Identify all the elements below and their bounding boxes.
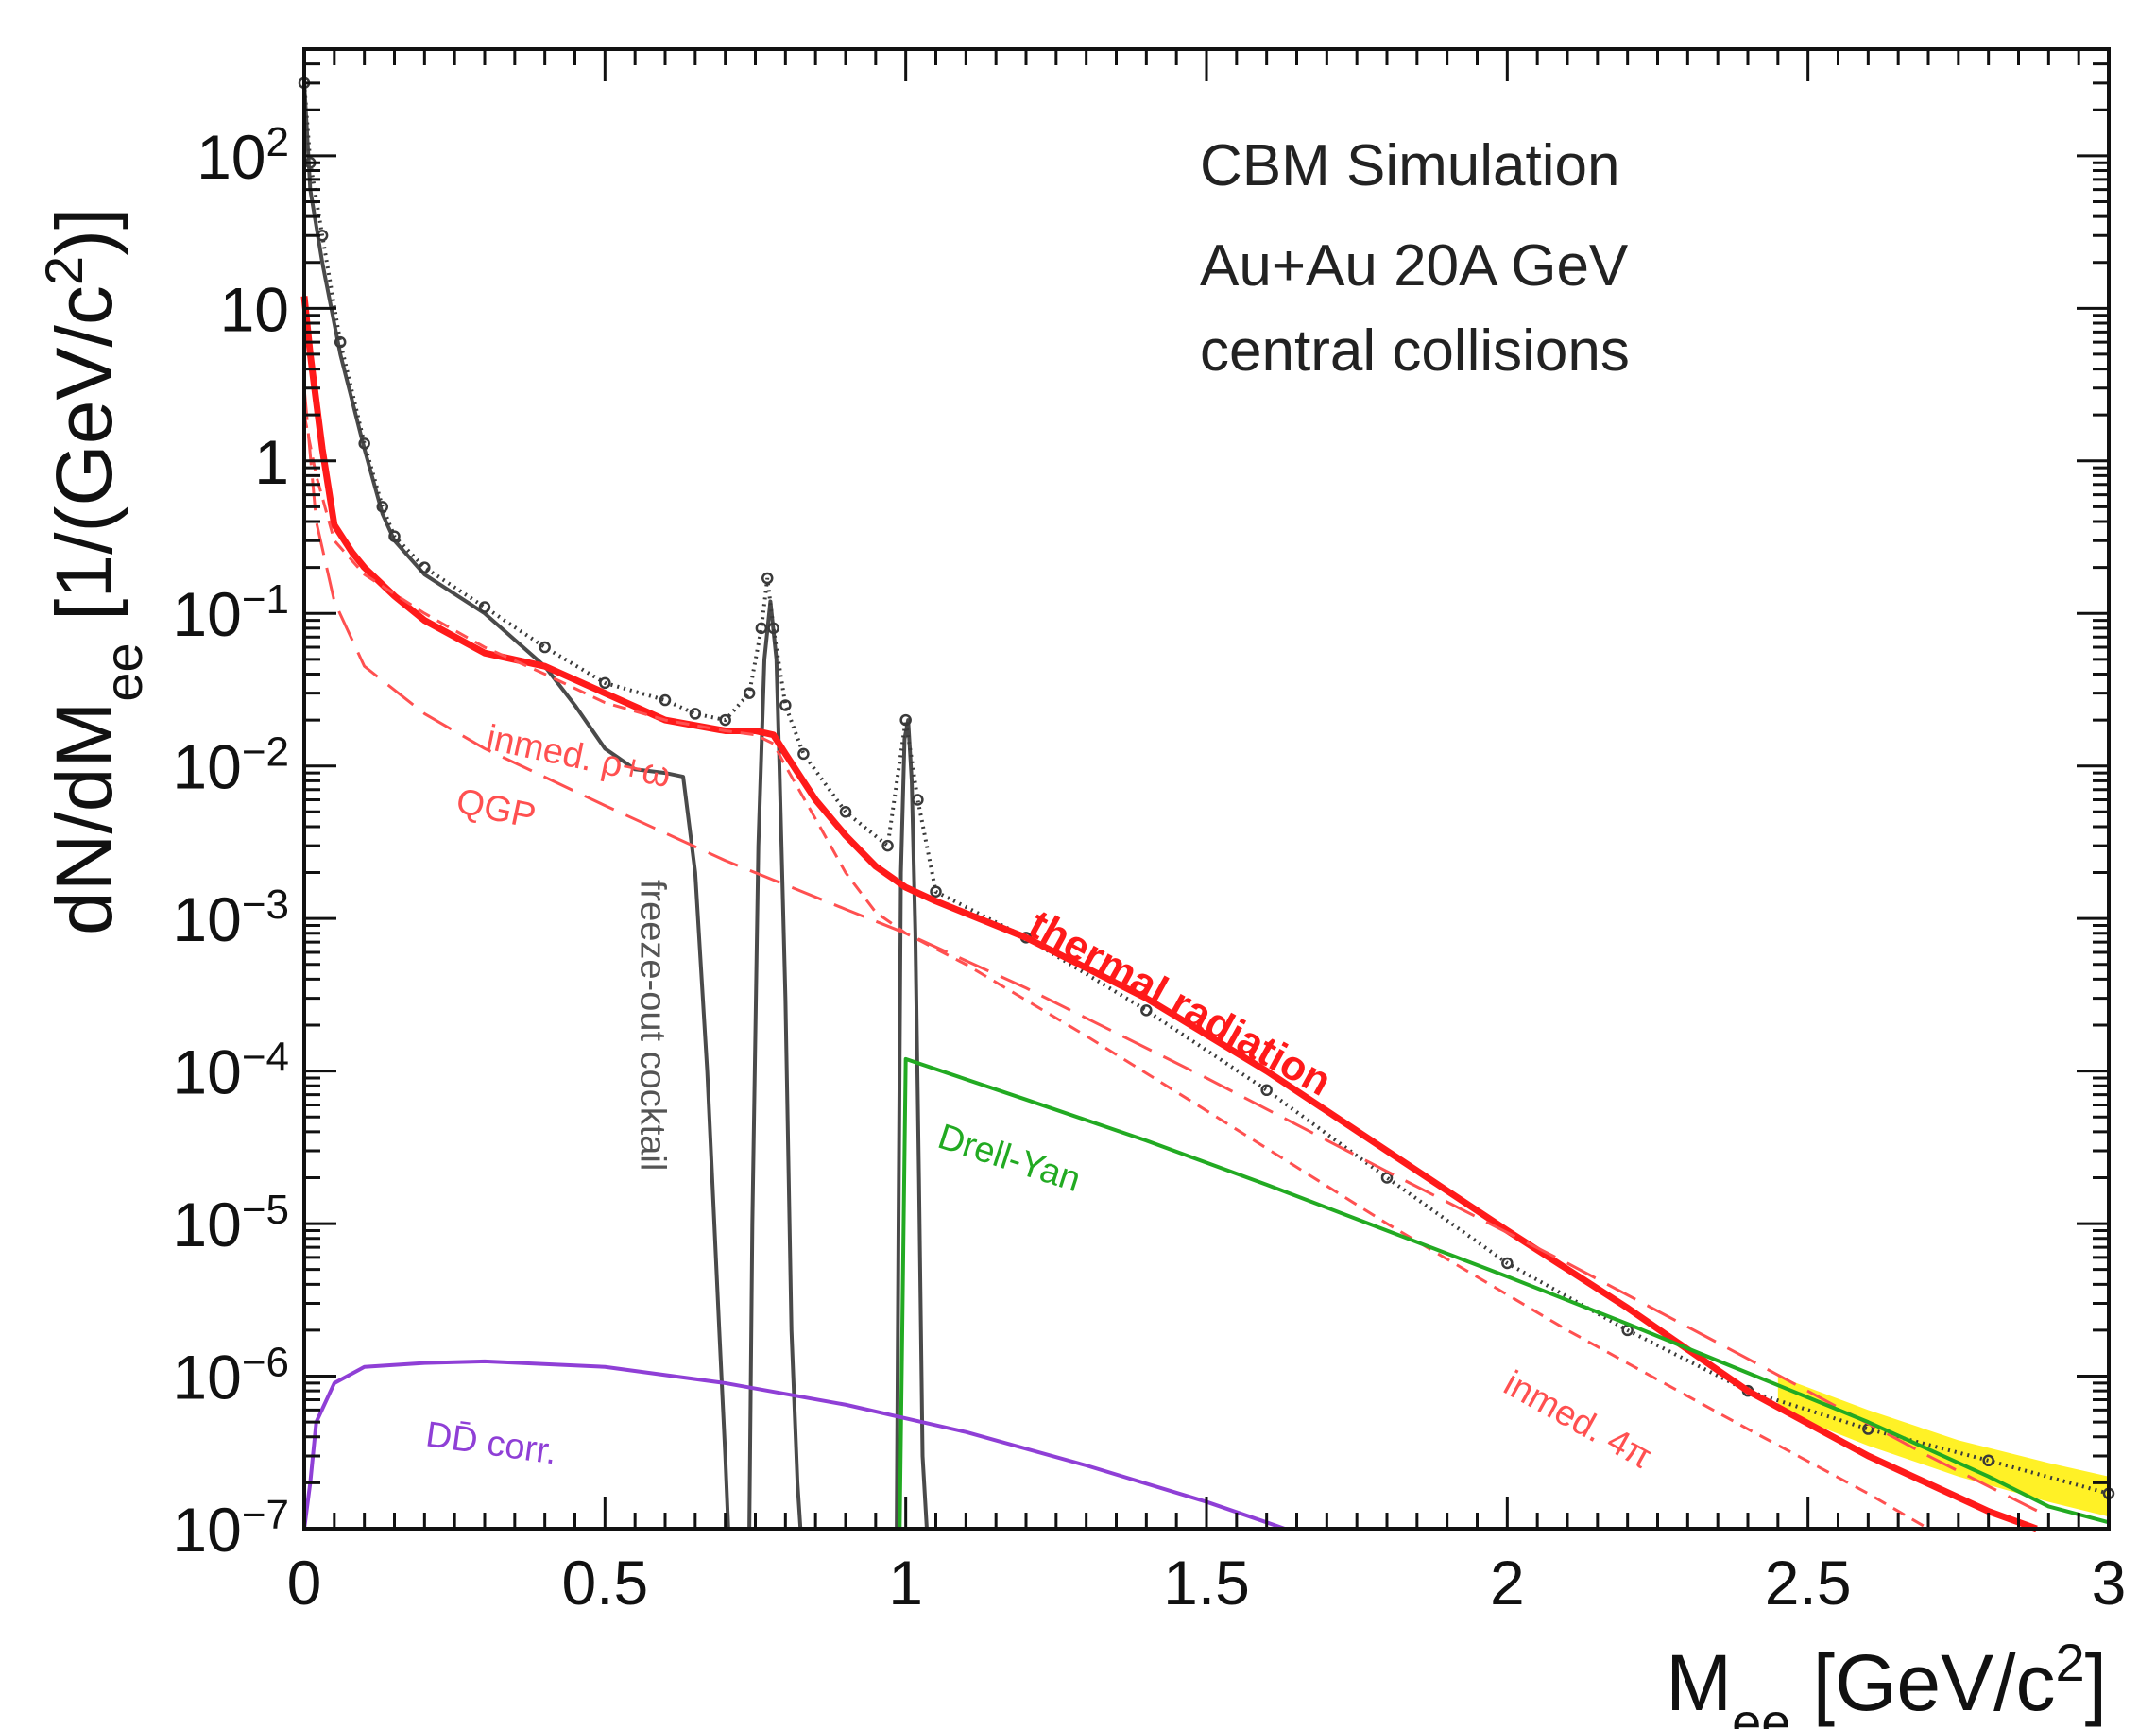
- data-point: [376, 501, 389, 513]
- series-thermal-radiation: [300, 296, 2038, 1532]
- annotation-inmed: inmed. ρ+ω: [483, 718, 674, 796]
- x-tick-label: 1.5: [1163, 1548, 1250, 1618]
- series-sum-data-points: [298, 77, 2115, 1500]
- x-axis-title: Mee [GeV/c2]: [1666, 1633, 2107, 1729]
- annotation-thermal-radiation: thermal radiation: [1021, 901, 1339, 1105]
- annotation-dd-corr: DD̄ corr.: [423, 1414, 559, 1472]
- data-point: [659, 693, 672, 707]
- data-point: [797, 747, 810, 761]
- data-point: [388, 530, 401, 542]
- axis-layer: 0 0.5 1 1.5 2 2.5 3 10−7 10−6 10−5 10−4 10−3 10−2 10−…: [172, 47, 2127, 1618]
- title-line-2: Au+Au 20A GeV: [1200, 233, 1629, 299]
- data-point: [334, 335, 347, 349]
- data-point: [779, 699, 792, 711]
- title-block: CBM Simulation Au+Au 20A GeV central col…: [1200, 133, 1630, 384]
- title-line-3: central collisions: [1200, 318, 1630, 384]
- annotation-drell-yan: Drell-Yan: [933, 1117, 1086, 1200]
- x-tick-label: 1: [888, 1548, 923, 1618]
- y-tick-label: 10−1: [172, 576, 289, 650]
- x-tick-label: 2: [1490, 1548, 1525, 1618]
- y-tick-label: 10: [220, 274, 289, 344]
- y-tick-label: 10−4: [172, 1034, 289, 1107]
- data-point: [839, 806, 852, 818]
- data-point: [419, 561, 431, 573]
- y-tick-label: 10−7: [172, 1492, 289, 1566]
- y-tick-label: 10−3: [172, 882, 289, 955]
- data-point: [719, 713, 731, 727]
- series-qgp: [302, 387, 2050, 1518]
- x-tick-label: 0: [287, 1548, 322, 1618]
- data-point: [767, 622, 779, 635]
- title-line-1: CBM Simulation: [1200, 133, 1619, 198]
- data-point: [930, 885, 942, 898]
- data-point: [358, 437, 370, 450]
- data-point: [1380, 1172, 1394, 1184]
- data-point: [599, 676, 611, 690]
- y-tick-label: 10−5: [172, 1187, 289, 1260]
- data-point: [743, 687, 756, 699]
- data-point: [761, 572, 774, 585]
- annotation-inmed-4: inmed. 4π: [1497, 1363, 1659, 1477]
- data-point: [478, 601, 491, 613]
- annotation-qgp: QGP: [453, 781, 539, 837]
- annotation-freeze-out-cocktail: freeze-out cocktail: [633, 880, 673, 1171]
- x-tick-label: 0.5: [561, 1548, 648, 1618]
- data-point: [1982, 1454, 1994, 1467]
- data-point: [899, 713, 912, 727]
- series-dd-corr: [302, 1359, 1286, 1531]
- data-point: [912, 794, 924, 806]
- series-syst-uncertainty-band: [1777, 1376, 2109, 1517]
- y-tick-label: 10−6: [172, 1339, 289, 1412]
- x-tick-label: 3: [2092, 1548, 2127, 1618]
- data-point: [1140, 1004, 1153, 1017]
- y-axis-title: dN/dMee [1/(GeV/c2)]: [34, 208, 153, 935]
- y-tick-label: 102: [197, 118, 289, 192]
- data-point: [1260, 1084, 1273, 1097]
- data-point: [1501, 1257, 1514, 1270]
- data-point: [539, 641, 551, 654]
- x-tick-label: 2.5: [1765, 1548, 1852, 1618]
- band-layer: [1777, 1376, 2109, 1517]
- data-point: [881, 839, 894, 852]
- series-drell-yan: [304, 1056, 2110, 1531]
- y-tick-label: 10−2: [172, 728, 289, 802]
- series-freeze-out-cocktail: [302, 82, 929, 1531]
- data-point: [755, 622, 768, 635]
- data-point: [689, 708, 702, 720]
- series-inmed: [302, 414, 1929, 1531]
- y-tick-label: 1: [254, 427, 289, 497]
